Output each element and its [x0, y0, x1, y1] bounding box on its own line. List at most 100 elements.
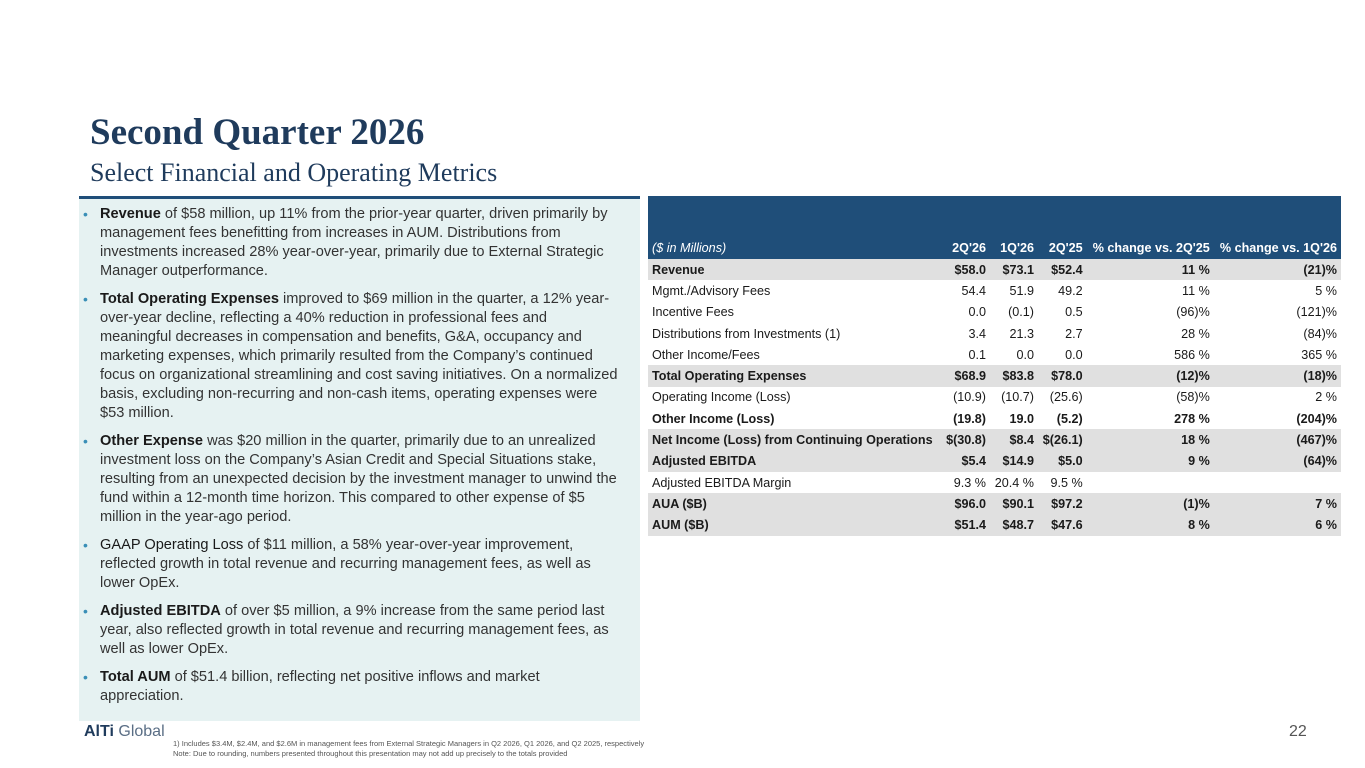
highlight-bullet: • Total AUM of $51.4 billion, reflecting …	[79, 668, 622, 706]
column-header: 2Q'26	[941, 196, 990, 259]
bullet-dot-icon: •	[83, 669, 88, 685]
table-cell: $8.4	[989, 429, 1038, 451]
column-header: % change vs. 1Q'26	[1213, 196, 1341, 259]
table-cell: $47.6	[1037, 514, 1087, 536]
table-cell: (204)%	[1296, 411, 1337, 426]
table-row: Operating Income (Loss) (10.9) (10.7) (25.6…	[648, 387, 1341, 408]
table-cell: 0.0	[968, 305, 986, 320]
page-subtitle: Select Financial and Operating Metrics	[90, 158, 498, 187]
table-cell: $(26.1)	[1037, 429, 1087, 451]
highlights-list: • Revenue of $58 million, up 11% from the…	[79, 199, 640, 706]
table-cell: 278 %	[1174, 411, 1210, 426]
footnote-1: 1) Includes $3.4M, $2.4M, and $2.6M in m…	[173, 739, 645, 748]
table-cell: 9.5 %	[1050, 475, 1083, 490]
bullet-text: of over $5 million, a 9% increase from t…	[100, 603, 609, 657]
row-label: Operating Income (Loss)	[652, 390, 791, 405]
table-cell: (25.6)	[1049, 390, 1083, 405]
table-cell: 6 %	[1213, 514, 1341, 536]
table-cell: (19.8)	[953, 411, 986, 426]
row-label: Adjusted EBITDA	[648, 450, 942, 472]
table-cell: $52.4	[1037, 259, 1087, 281]
company-logo: AlTi Global	[84, 723, 165, 741]
highlight-bullet: • Total Operating Expenses improved to $6…	[79, 290, 622, 423]
page-title: Second Quarter 2026	[90, 112, 425, 153]
highlight-bullet: • Revenue of $58 million, up 11% from the…	[79, 205, 622, 281]
table-cell: 11 %	[1182, 283, 1210, 298]
table-cell: 21.3	[1009, 326, 1034, 341]
column-header: % change vs. 2Q'25	[1086, 196, 1214, 259]
row-label: Mgmt./Advisory Fees	[652, 283, 771, 298]
table-cell: $97.2	[1037, 493, 1087, 515]
row-label: AUM ($B)	[648, 514, 942, 536]
table-cell: 9.3 %	[953, 475, 986, 490]
table-cell: (96)%	[1176, 305, 1210, 320]
table-cell: $14.9	[989, 450, 1038, 472]
row-label: Total Operating Expenses	[648, 365, 942, 387]
table-cell: $48.7	[989, 514, 1038, 536]
bullet-text: of $11 million, a 58% year-over-year imp…	[100, 537, 591, 591]
highlights-panel: • Revenue of $58 million, up 11% from the…	[79, 196, 640, 721]
financial-metrics-table: ($ in Millions) 2Q'26 1Q'26 2Q'25% change v…	[648, 196, 1341, 536]
table-cell: (5.2)	[1056, 411, 1083, 426]
table-cell: (84)%	[1303, 326, 1337, 341]
highlight-bullet: • GAAP Operating Loss of $11 million, a 5…	[79, 536, 622, 593]
table-cell: 9 %	[1086, 450, 1214, 472]
table-row: Distributions from Investments (1) 3.4 21.…	[648, 323, 1341, 344]
row-label: Distributions from Investments (1)	[652, 326, 841, 341]
logo-bold-text: AlTi	[84, 723, 114, 740]
bullet-lead: Adjusted EBITDA	[100, 603, 221, 619]
bullet-text: improved to $69 million in the quarter, …	[100, 291, 618, 421]
row-label: Other Income (Loss)	[652, 411, 775, 426]
table-cell: 0.1	[968, 347, 986, 362]
highlight-bullet: • Adjusted EBITDA of over $5 million, a 9…	[79, 602, 622, 659]
bullet-text: was $20 million in the quarter, primaril…	[100, 433, 617, 525]
table-row: AUA ($B) $96.0 $90.1 $97.2 (1)% 7 %	[648, 493, 1341, 515]
table-cell: 0.0	[1065, 347, 1083, 362]
table-row: Other Income (Loss) (19.8) 19.0 (5.2) 278 % (…	[648, 408, 1341, 429]
table-cell: 586 %	[1174, 347, 1210, 362]
row-label: Incentive Fees	[652, 305, 734, 320]
table-cell: $90.1	[989, 493, 1038, 515]
table-cell: 28 %	[1181, 326, 1210, 341]
table-cell	[1214, 472, 1341, 493]
bullet-dot-icon: •	[83, 291, 88, 307]
column-header: ($ in Millions)	[648, 196, 942, 259]
table-cell: $83.8	[989, 365, 1038, 387]
table-cell: (18)%	[1213, 365, 1341, 387]
table-row: Incentive Fees 0.0 (0.1) 0.5 (96)% (121)%	[648, 302, 1341, 323]
table-cell: $58.0	[941, 259, 990, 281]
logo-rest-text: Global	[113, 723, 165, 740]
footnotes: 1) Includes $3.4M, $2.4M, and $2.6M in m…	[173, 739, 644, 759]
bullet-dot-icon: •	[83, 603, 88, 619]
table-cell: 54.4	[961, 283, 986, 298]
table-cell: 11 %	[1086, 259, 1214, 281]
table-row: Total Operating Expenses $68.9 $83.8 $78.0(…	[648, 365, 1341, 387]
row-label: AUA ($B)	[648, 493, 942, 515]
page-number: 22	[1289, 723, 1307, 740]
table-row: Mgmt./Advisory Fees 54.4 51.9 49.2 11 % 5 %	[648, 280, 1341, 301]
table-cell: $51.4	[941, 514, 990, 536]
bullet-dot-icon: •	[83, 537, 88, 553]
row-label: Other Income/Fees	[652, 347, 760, 362]
table-cell: 18 %	[1086, 429, 1214, 451]
table-cell: 20.4 %	[994, 475, 1034, 490]
table-cell: (58)%	[1176, 390, 1210, 405]
table-cell: $73.1	[989, 259, 1038, 281]
table-cell: (121)%	[1296, 305, 1337, 320]
row-label: Adjusted EBITDA Margin	[652, 475, 792, 490]
bullet-lead: Revenue	[100, 206, 161, 222]
table-cell: 2.7	[1065, 326, 1083, 341]
bullet-lead: Total Operating Expenses	[100, 291, 279, 307]
table-cell: 5 %	[1315, 283, 1337, 298]
table-cell: 19.0	[1009, 411, 1034, 426]
table-cell: (21)%	[1213, 259, 1341, 281]
table-cell: (0.1)	[1008, 305, 1034, 320]
footnote-note: Note: Due to rounding, numbers presented…	[173, 749, 568, 758]
table-cell: $5.4	[941, 450, 990, 472]
row-label: Net Income (Loss) from Continuing Operat…	[648, 429, 942, 451]
bullet-lead: GAAP Operating Loss	[100, 537, 244, 553]
table-cell: 51.9	[1009, 283, 1034, 298]
table-cell: 49.2	[1058, 283, 1083, 298]
table-cell: $78.0	[1037, 365, 1087, 387]
table-cell: (10.9)	[953, 390, 986, 405]
